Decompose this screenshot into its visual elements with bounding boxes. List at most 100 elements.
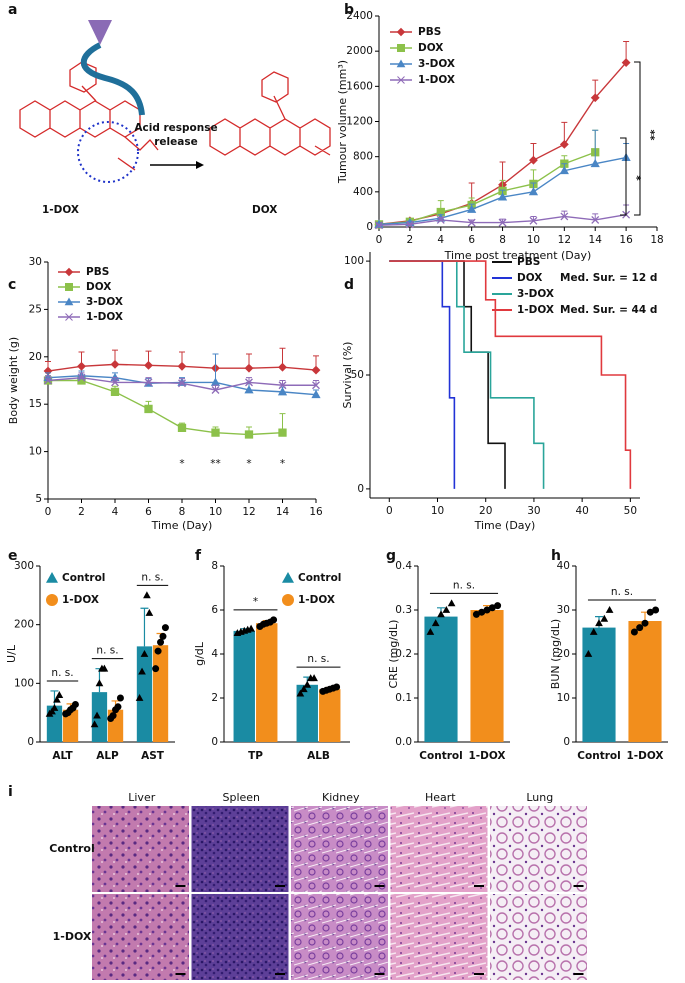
error-bar [592,213,599,220]
point [278,381,287,390]
legend-marker [65,313,73,321]
legend-label: DOX [86,281,111,293]
point [559,165,569,175]
point [528,186,539,196]
y-tick-label: 0.2 [395,648,412,660]
legend-marker [282,594,294,606]
data-point [310,674,318,682]
significance: n. s. [96,645,118,657]
x-tick-label: 6 [145,506,152,518]
point [110,359,120,369]
y-tick-label: 1200 [346,116,373,128]
x-tick-label: 6 [468,234,475,246]
column-label: Lung [526,791,553,804]
data-point [116,694,124,702]
legend-marker [282,572,294,583]
data-point [50,703,59,711]
y-axis-label: Survival (%) [341,342,354,409]
data-point [447,599,456,607]
point [311,389,321,399]
point [559,139,569,149]
y-tick-label: 0.0 [395,736,412,748]
data-point [270,616,278,624]
panel-label: g [386,548,396,564]
panel-label: c [8,277,16,293]
x-tick-label: AST [141,750,165,762]
data-point [95,679,104,687]
y-tick-label: 100 [14,677,34,689]
data-point [152,665,160,673]
data-point [584,649,593,657]
bar [582,627,616,742]
y-tick-label: 0 [366,221,373,233]
data-point [630,628,638,636]
legend-label: 3-DOX [418,58,455,70]
data-point [138,667,146,675]
panel-label: h [551,548,561,564]
survival-curve [389,260,506,489]
x-tick-label: Control [419,750,462,762]
micrograph [191,806,289,892]
x-tick-label: 10 [431,505,444,517]
legend-label: Control [298,572,341,584]
y-tick-label: 200 [14,619,34,631]
micrograph [92,806,189,892]
x-tick-label: 4 [112,506,119,518]
scheme [19,61,331,171]
data-point [605,605,614,613]
point [244,430,254,439]
data-point [595,619,603,627]
bar [296,684,318,742]
legend-label: PBS [517,256,540,268]
point [244,385,254,394]
point [405,220,414,229]
x-tick-label: 12 [558,234,571,246]
row-label: 1-DOX [53,930,92,943]
point [467,218,476,227]
bar [62,709,79,742]
point [144,378,153,387]
data-point [157,638,165,646]
column-label: Liver [128,791,155,804]
data-point [600,614,609,622]
y-tick-label: 0 [357,483,364,495]
micrograph [191,894,289,980]
data-point [494,602,502,610]
panel-label: a [8,2,17,18]
y-tick-label: 0 [27,736,34,748]
y-tick-label: 6 [211,604,218,616]
legend-label: 1-DOX [517,304,554,316]
point [44,376,52,385]
y-tick-label: 30 [29,256,42,268]
data-point [247,624,255,632]
y-tick-label: 2400 [346,10,373,22]
y-tick-label: 40 [557,560,570,572]
arrow-text: Acid response [134,122,217,134]
data-point [299,685,308,693]
y-tick-label: 20 [29,351,42,363]
point [498,218,507,227]
data-point [641,619,649,627]
legend-label: Control [62,572,105,584]
significance: n. s. [307,653,329,665]
data-point [296,689,305,697]
legend-label: 1-DOX [86,311,123,323]
micrograph [490,806,587,892]
point [311,365,321,375]
legend-label: 1-DOX [298,594,335,606]
point [278,362,287,372]
point [621,58,631,68]
y-axis-label: CRE (mg/dL) [387,620,400,689]
data-point [55,691,64,698]
legend-label: PBS [86,266,109,278]
aromatic-rings [19,100,141,138]
x-tick-label: 10 [527,234,540,246]
x-tick-label: Control [577,750,620,762]
x-tick-label: 1-DOX [468,750,505,762]
side-chain [117,136,159,171]
x-tick-label: 14 [276,506,290,518]
y-tick-label: 25 [29,303,42,315]
data-point [71,701,79,708]
x-tick-label: 50 [624,505,637,517]
arrow-text: release [154,136,197,148]
